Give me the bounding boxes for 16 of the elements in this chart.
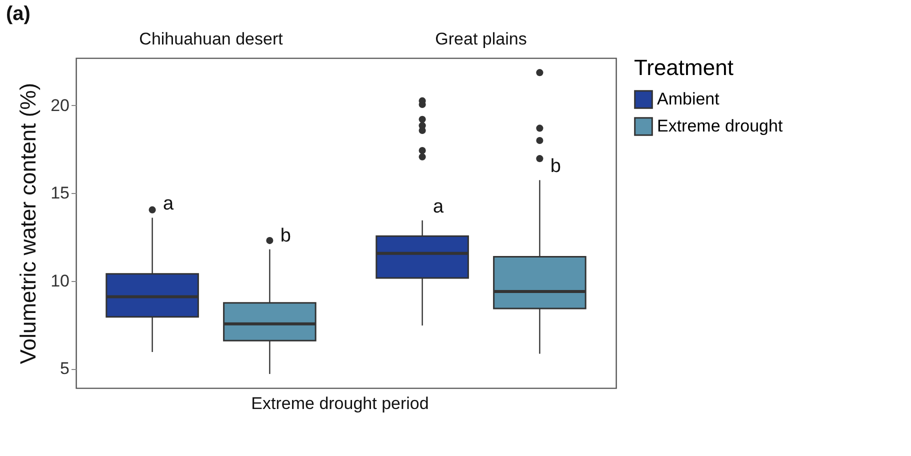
annotation: a [433,196,444,218]
annotation: b [550,156,561,178]
y-tick-label: 10 [50,271,70,290]
legend-label: Extreme drought [657,116,783,136]
y-tick-label: 5 [60,359,70,378]
y-tick-label: 15 [50,184,70,203]
x-axis-title: Extreme drought period [251,394,429,414]
legend-label: Ambient [657,90,720,108]
x-tick-label: Chihuahuan desert [139,30,284,48]
legend-title: Treatment [634,55,734,80]
annotation: b [280,225,291,246]
y-tick-label: 20 [50,96,70,115]
x-tick-label: Great plains [435,30,527,48]
chart-title: (a) [6,3,30,25]
y-axis-title: Volumetric water content (%) [16,82,41,364]
annotation: a [163,194,174,215]
